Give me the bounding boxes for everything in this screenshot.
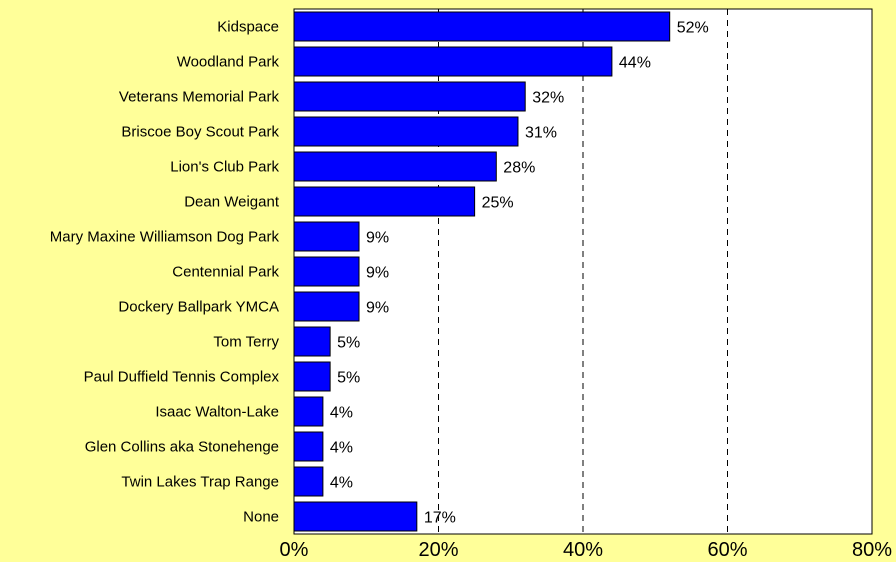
category-label-3: Briscoe Boy Scout Park	[121, 124, 279, 141]
value-label-7: 9%	[366, 265, 389, 282]
value-label-5: 25%	[482, 195, 514, 212]
x-axis: 0% 20% 40% 60% 80%	[280, 539, 893, 561]
bar-7	[293, 256, 360, 287]
category-label-6: Mary Maxine Williamson Dog Park	[50, 229, 280, 246]
value-label-3: 31%	[525, 125, 557, 142]
bars: Kidspace 52% Woodland Park 44% Veterans Memo…	[50, 11, 709, 532]
value-label-14: 17%	[424, 510, 456, 527]
category-label-11: Isaac Walton-Lake	[155, 404, 279, 421]
value-label-13: 4%	[330, 475, 353, 492]
x-tick-label-0: 0%	[280, 539, 309, 561]
value-label-11: 4%	[330, 405, 353, 422]
category-label-14: None	[243, 509, 279, 526]
bar-12	[293, 431, 324, 462]
value-label-8: 9%	[366, 300, 389, 317]
bar-6	[293, 221, 360, 252]
bar-0	[293, 11, 671, 42]
category-label-7: Centennial Park	[172, 264, 279, 281]
bar-13	[293, 466, 324, 497]
x-tick-label-3: 60%	[707, 539, 747, 561]
value-label-1: 44%	[619, 55, 651, 72]
x-tick-label-4: 80%	[852, 539, 892, 561]
category-label-10: Paul Duffield Tennis Complex	[84, 369, 280, 386]
value-label-0: 52%	[677, 20, 709, 37]
category-label-12: Glen Collins aka Stonehenge	[85, 439, 279, 456]
category-label-2: Veterans Memorial Park	[119, 89, 280, 106]
category-label-4: Lion's Club Park	[170, 159, 279, 176]
category-label-0: Kidspace	[217, 19, 279, 36]
value-label-12: 4%	[330, 440, 353, 457]
category-label-1: Woodland Park	[177, 54, 280, 71]
category-label-8: Dockery Ballpark YMCA	[118, 299, 279, 316]
bar-3	[293, 116, 519, 147]
category-label-13: Twin Lakes Trap Range	[121, 474, 279, 491]
x-tick-label-1: 20%	[418, 539, 458, 561]
bar-8	[293, 291, 360, 322]
value-label-4: 28%	[503, 160, 535, 177]
category-label-9: Tom Terry	[213, 334, 279, 351]
value-label-10: 5%	[337, 370, 360, 387]
bar-10	[293, 361, 331, 392]
value-label-6: 9%	[366, 230, 389, 247]
bar-1	[293, 46, 613, 77]
value-label-9: 5%	[337, 335, 360, 352]
category-label-5: Dean Weigant	[184, 194, 280, 211]
bar-14	[293, 501, 418, 532]
value-label-2: 32%	[532, 90, 564, 107]
bar-4	[293, 151, 497, 182]
bar-11	[293, 396, 324, 427]
bar-9	[293, 326, 331, 357]
bar-5	[293, 186, 476, 217]
bar-2	[293, 81, 526, 112]
x-tick-label-2: 40%	[563, 539, 603, 561]
